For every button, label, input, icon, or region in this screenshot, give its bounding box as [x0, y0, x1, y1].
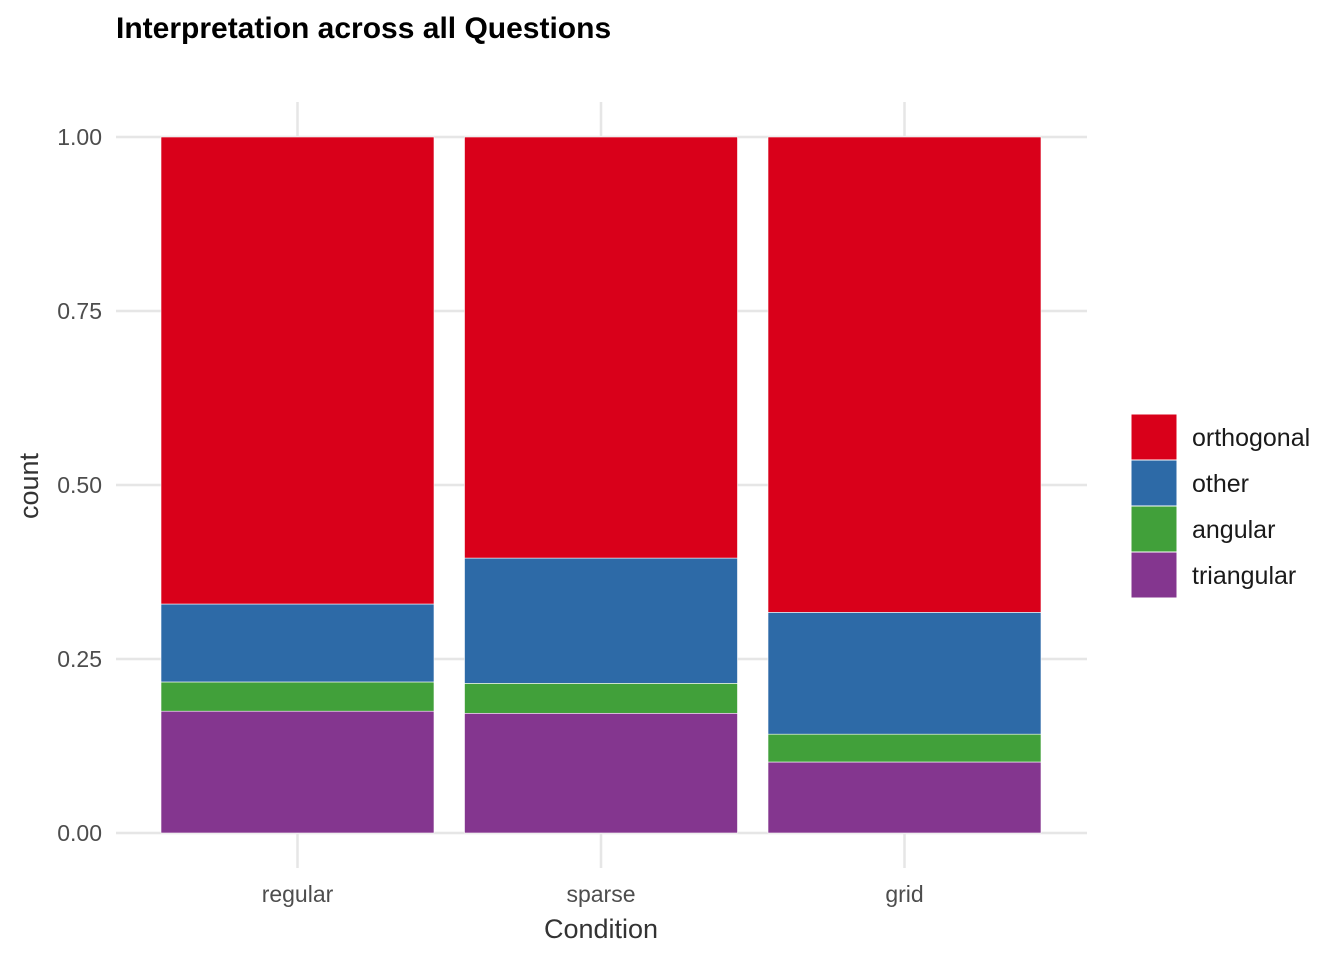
y-tick-label: 0.00 — [57, 820, 102, 846]
bar-segment-triangular-sparse — [464, 712, 738, 834]
legend-key-angular — [1130, 505, 1178, 553]
bars — [160, 136, 1042, 834]
bar-segment-other-grid — [767, 612, 1042, 735]
chart-title: Interpretation across all Questions — [116, 12, 611, 45]
bar-segment-other-regular — [160, 603, 435, 683]
legend-key-other — [1130, 459, 1178, 507]
y-tick-label: 0.75 — [57, 298, 102, 324]
legend-label-orthogonal: orthogonal — [1192, 424, 1310, 452]
legend-label-triangular: triangular — [1192, 562, 1296, 590]
y-axis-ticks: 0.00 0.25 0.50 0.75 1.00 — [57, 124, 102, 846]
x-tick-label: sparse — [566, 881, 635, 907]
legend: orthogonal other angular triangular — [1130, 413, 1310, 599]
y-axis-title: count — [14, 452, 44, 519]
bar-segment-orthogonal-regular — [160, 136, 435, 605]
y-tick-label: 0.25 — [57, 646, 102, 672]
bar-segment-other-sparse — [464, 557, 738, 684]
bar-segment-triangular-regular — [160, 710, 435, 834]
legend-key-orthogonal — [1130, 413, 1178, 461]
legend-label-other: other — [1192, 470, 1249, 498]
y-tick-label: 0.50 — [57, 472, 102, 498]
bar-segment-angular-regular — [160, 681, 435, 712]
y-tick-label: 1.00 — [57, 124, 102, 150]
legend-key-triangular — [1130, 551, 1178, 599]
bar-segment-triangular-grid — [767, 761, 1042, 834]
bar-segment-angular-sparse — [464, 683, 738, 714]
x-axis-ticks: regular sparse grid — [262, 881, 924, 907]
x-tick-label: regular — [262, 881, 334, 907]
bar-segment-orthogonal-sparse — [464, 136, 738, 559]
x-tick-label: grid — [885, 881, 923, 907]
legend-label-angular: angular — [1192, 516, 1275, 544]
bar-segment-orthogonal-grid — [767, 136, 1042, 613]
bar-segment-angular-grid — [767, 733, 1042, 763]
x-axis-title: Condition — [544, 914, 658, 944]
